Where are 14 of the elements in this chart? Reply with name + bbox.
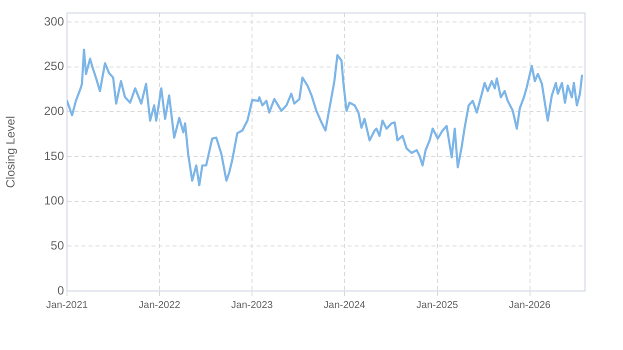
x-tick-label: Jan-2024	[324, 300, 366, 311]
x-tick-label: Jan-2022	[138, 300, 181, 311]
x-tick-label: Jan-2025	[416, 300, 459, 311]
y-tick-label: 300	[44, 14, 64, 28]
y-axis-title: Closing Level	[4, 116, 18, 188]
x-tick-label: Jan-2021	[46, 300, 88, 311]
y-tick-label: 0	[57, 283, 64, 298]
y-tick-label: 200	[44, 104, 64, 118]
y-tick-label: 50	[50, 238, 64, 252]
y-tick-label: 250	[44, 59, 64, 74]
x-tick-label: Jan-2023	[231, 300, 274, 311]
x-tick-label: Jan-2026	[508, 300, 552, 311]
y-tick-label: 100	[44, 194, 64, 208]
y-tick-label: 150	[44, 148, 64, 163]
